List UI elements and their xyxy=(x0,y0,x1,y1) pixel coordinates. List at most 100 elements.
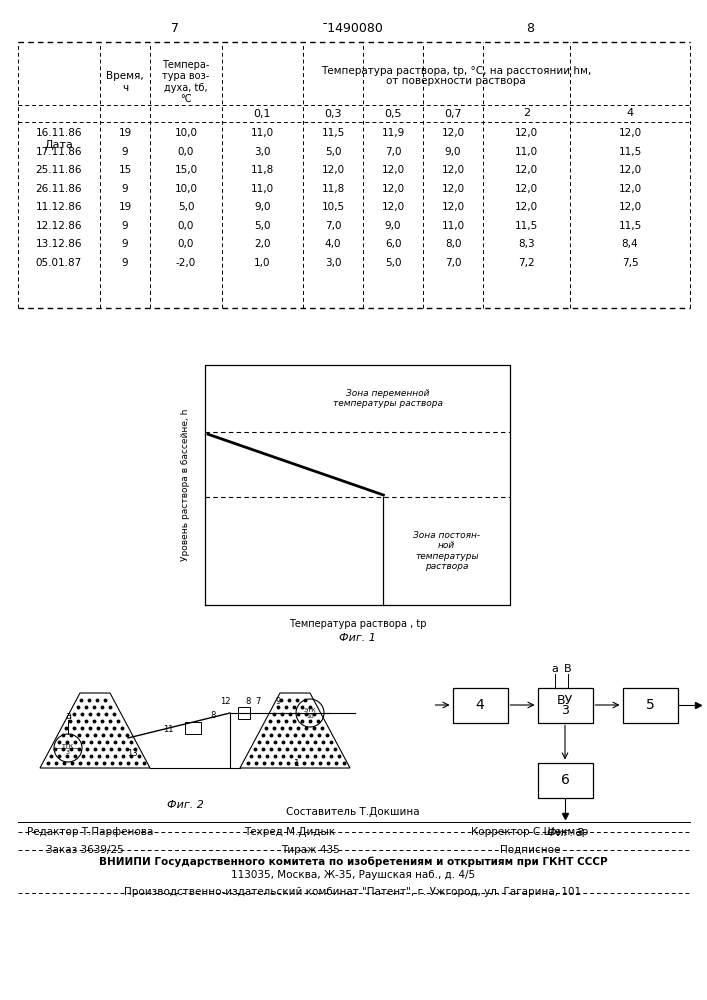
Text: 11.12.86: 11.12.86 xyxy=(36,202,82,212)
Text: 8,4: 8,4 xyxy=(621,239,638,249)
Text: 7,0: 7,0 xyxy=(385,147,402,157)
Text: 2,0: 2,0 xyxy=(255,239,271,249)
Text: 9: 9 xyxy=(122,258,128,268)
Text: 12,0: 12,0 xyxy=(382,184,404,194)
Text: 9,0: 9,0 xyxy=(445,147,461,157)
Text: 12,0: 12,0 xyxy=(441,165,464,175)
Text: ТТК: ТТК xyxy=(62,744,74,748)
Text: 7,2: 7,2 xyxy=(518,258,534,268)
Text: 12,0: 12,0 xyxy=(382,202,404,212)
Text: 5,0: 5,0 xyxy=(385,258,402,268)
Text: 12,0: 12,0 xyxy=(382,165,404,175)
Text: Тираж 435: Тираж 435 xyxy=(281,845,339,855)
Text: 17.11.86: 17.11.86 xyxy=(36,147,82,157)
Text: 9: 9 xyxy=(122,221,128,231)
Text: 12,0: 12,0 xyxy=(441,202,464,212)
Text: ЭТК: ЭТК xyxy=(304,708,316,714)
Text: 6: 6 xyxy=(561,773,569,787)
Bar xyxy=(238,707,250,719)
Text: 2: 2 xyxy=(523,108,530,118)
Text: 3: 3 xyxy=(66,750,70,754)
Text: 0,3: 0,3 xyxy=(325,108,341,118)
Text: 12,0: 12,0 xyxy=(515,184,538,194)
Text: 5,0: 5,0 xyxy=(325,147,341,157)
Text: 0,7: 0,7 xyxy=(444,108,462,118)
Text: 10,0: 10,0 xyxy=(175,184,197,194)
Text: 4: 4 xyxy=(626,108,633,118)
Text: Уровень раствора в бассейне, h: Уровень раствора в бассейне, h xyxy=(180,409,189,561)
Text: 7: 7 xyxy=(255,696,261,706)
Text: 11,8: 11,8 xyxy=(251,165,274,175)
Text: 5: 5 xyxy=(645,698,655,712)
Text: 9,0: 9,0 xyxy=(385,221,402,231)
Text: Температура раствора , tр: Температура раствора , tр xyxy=(288,619,426,629)
Text: 25.11.86: 25.11.86 xyxy=(36,165,82,175)
Text: 13.12.86: 13.12.86 xyxy=(36,239,82,249)
Text: 0,5: 0,5 xyxy=(384,108,402,118)
Text: а: а xyxy=(551,664,559,674)
Text: 5,0: 5,0 xyxy=(177,202,194,212)
Text: 11,5: 11,5 xyxy=(619,221,642,231)
Text: 7: 7 xyxy=(171,21,179,34)
Text: 12,0: 12,0 xyxy=(441,184,464,194)
Text: а: а xyxy=(65,711,71,721)
Text: Время,
ч: Время, ч xyxy=(106,71,144,93)
Bar xyxy=(185,722,201,734)
Text: Техред М.Дидык: Техред М.Дидык xyxy=(245,827,336,837)
Text: 8,3: 8,3 xyxy=(518,239,534,249)
Bar xyxy=(537,762,592,798)
Text: 4,0: 4,0 xyxy=(325,239,341,249)
Text: 1: 1 xyxy=(294,758,300,768)
Text: от поверхности раствора: от поверхности раствора xyxy=(386,77,526,87)
Text: 11,5: 11,5 xyxy=(619,147,642,157)
Text: 9: 9 xyxy=(122,147,128,157)
Text: 3,0: 3,0 xyxy=(255,147,271,157)
Text: Фиг. 1: Фиг. 1 xyxy=(339,633,376,643)
Text: 12,0: 12,0 xyxy=(619,184,641,194)
Text: ВНИИПИ Государственного комитета по изобретениям и открытиям при ГКНТ СССР: ВНИИПИ Государственного комитета по изоб… xyxy=(99,856,607,867)
Text: 12,0: 12,0 xyxy=(619,128,641,138)
Text: ¯1490080: ¯1490080 xyxy=(322,21,384,34)
Text: 13: 13 xyxy=(127,748,137,758)
Text: Зона переменной
температуры раствора: Зона переменной температуры раствора xyxy=(333,389,443,408)
Text: Составитель Т.Докшина: Составитель Т.Докшина xyxy=(286,807,420,817)
Text: 11,0: 11,0 xyxy=(251,184,274,194)
Text: 9: 9 xyxy=(122,184,128,194)
Text: 0,0: 0,0 xyxy=(178,239,194,249)
Text: -2,0: -2,0 xyxy=(176,258,196,268)
Text: Редактор Т.Парфенова: Редактор Т.Парфенова xyxy=(27,827,153,837)
Text: 11,8: 11,8 xyxy=(322,184,344,194)
Text: 15,0: 15,0 xyxy=(175,165,197,175)
Text: 11,0: 11,0 xyxy=(515,147,538,157)
Text: 0,1: 0,1 xyxy=(254,108,271,118)
Text: 12,0: 12,0 xyxy=(515,165,538,175)
Text: 9,0: 9,0 xyxy=(255,202,271,212)
Text: 8,0: 8,0 xyxy=(445,239,461,249)
Text: 10,0: 10,0 xyxy=(175,128,197,138)
Text: Зона постоян-
ной
температуры
раствора: Зона постоян- ной температуры раствора xyxy=(413,531,480,571)
Text: 11,0: 11,0 xyxy=(441,221,464,231)
Text: 11: 11 xyxy=(163,726,173,734)
Text: 12,0: 12,0 xyxy=(441,128,464,138)
Text: 11,0: 11,0 xyxy=(251,128,274,138)
Text: 10: 10 xyxy=(306,714,314,720)
Text: 12,0: 12,0 xyxy=(619,165,641,175)
Text: 5,0: 5,0 xyxy=(255,221,271,231)
Text: 7,0: 7,0 xyxy=(445,258,461,268)
Text: 6,0: 6,0 xyxy=(385,239,402,249)
Text: 05.01.87: 05.01.87 xyxy=(36,258,82,268)
Text: 0,0: 0,0 xyxy=(178,147,194,157)
Text: 15: 15 xyxy=(118,165,132,175)
Text: 12.12.86: 12.12.86 xyxy=(36,221,82,231)
Text: В: В xyxy=(564,664,572,674)
Text: Производственно-издательский комбинат "Патент", г. Ужгород, ул. Гагарина, 101: Производственно-издательский комбинат "П… xyxy=(124,887,582,897)
Text: 12,0: 12,0 xyxy=(322,165,344,175)
Text: 3: 3 xyxy=(561,704,569,718)
Text: Подписное: Подписное xyxy=(500,845,560,855)
Text: Дата: Дата xyxy=(45,140,74,150)
Text: 7,0: 7,0 xyxy=(325,221,341,231)
Text: Фиг. 3: Фиг. 3 xyxy=(547,828,583,838)
Text: 19: 19 xyxy=(118,128,132,138)
Text: 9: 9 xyxy=(122,239,128,249)
Text: 11,5: 11,5 xyxy=(515,221,538,231)
